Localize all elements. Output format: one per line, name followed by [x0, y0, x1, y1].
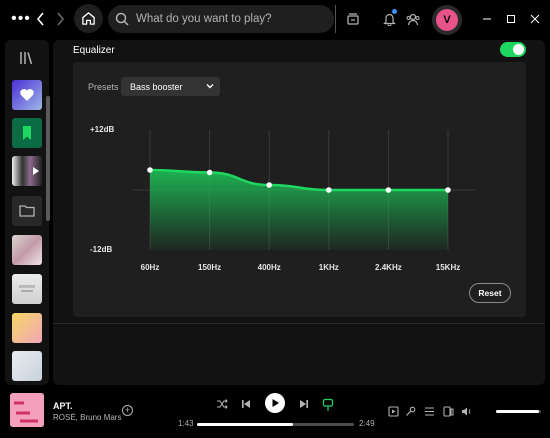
add-to-library-button[interactable]: +	[122, 405, 133, 416]
equalizer-graph	[132, 130, 476, 250]
notifications-button[interactable]	[380, 9, 398, 28]
eq-curve-line	[149, 168, 448, 192]
library-sidebar	[5, 40, 50, 385]
home-icon	[82, 12, 95, 25]
smart-shuffle-icon[interactable]	[321, 397, 335, 411]
sidebar-item-folder[interactable]	[12, 196, 42, 226]
search-bar[interactable]: What do you want to play?	[108, 5, 334, 33]
player-bar: APT. ROSÉ, Bruno Mars + 1:43 2:49	[0, 388, 550, 438]
now-playing-view-icon[interactable]	[387, 405, 399, 417]
lyrics-icon[interactable]	[404, 405, 416, 417]
play-button[interactable]	[265, 393, 285, 413]
toggle-knob	[513, 44, 524, 55]
progress-fill	[197, 423, 293, 426]
sidebar-item-album-3[interactable]	[12, 313, 42, 343]
divider	[53, 323, 545, 324]
previous-track-icon[interactable]	[239, 397, 253, 411]
back-arrow-icon[interactable]	[34, 10, 46, 28]
volume-slider[interactable]	[496, 410, 541, 413]
eq-band-handle-150Hz[interactable]	[206, 169, 213, 176]
band-label-150Hz: 150Hz	[198, 263, 222, 272]
preset-dropdown[interactable]: Bass booster	[121, 77, 220, 96]
reset-button[interactable]: Reset	[469, 283, 511, 303]
queue-icon[interactable]	[423, 405, 435, 417]
track-title[interactable]: APT.	[53, 401, 73, 411]
elapsed-time: 1:43	[178, 419, 194, 428]
band-label-60Hz: 60Hz	[140, 263, 160, 272]
band-label-1KHz: 1KHz	[318, 263, 339, 272]
band-label-2.4KHz: 2.4KHz	[375, 263, 402, 272]
connect-device-icon[interactable]	[442, 405, 454, 417]
track-artist[interactable]: ROSÉ, Bruno Mars	[53, 413, 122, 422]
eq-curve-area	[150, 170, 448, 250]
sidebar-scrollbar[interactable]	[46, 96, 50, 221]
sidebar-item-album-1[interactable]	[12, 235, 42, 265]
preset-value: Bass booster	[130, 81, 183, 92]
minimize-icon[interactable]	[479, 11, 495, 27]
play-icon	[272, 399, 279, 407]
sidebar-item-playlist[interactable]	[12, 156, 42, 186]
browse-button[interactable]	[335, 5, 369, 33]
search-icon	[108, 12, 136, 26]
mute-icon[interactable]	[461, 405, 473, 417]
close-icon[interactable]	[527, 11, 543, 27]
next-track-icon[interactable]	[297, 397, 311, 411]
eq-band-handle-1KHz[interactable]	[326, 187, 332, 193]
album-cover[interactable]	[10, 393, 44, 427]
folder-icon	[19, 205, 35, 217]
more-menu-icon[interactable]: •••	[11, 10, 31, 27]
heart-icon	[20, 89, 34, 101]
play-icon	[33, 167, 39, 175]
progress-bar[interactable]	[197, 423, 354, 426]
equalizer-title: Equalizer	[73, 45, 115, 56]
notification-dot	[392, 9, 397, 14]
eq-band-handle-60Hz[interactable]	[147, 167, 153, 173]
equalizer-toggle[interactable]	[500, 42, 526, 57]
chevron-down-icon	[206, 84, 214, 89]
browse-icon	[346, 13, 359, 25]
presets-label: Presets	[88, 82, 119, 92]
sidebar-item-saved-episodes[interactable]	[12, 118, 42, 148]
friend-activity-button[interactable]	[404, 10, 422, 28]
eq-band-handle-15KHz[interactable]	[445, 187, 451, 193]
profile-button[interactable]: V	[432, 5, 462, 35]
sidebar-item-album-4[interactable]	[12, 351, 42, 381]
forward-arrow-icon[interactable]	[54, 10, 66, 28]
friends-icon	[406, 13, 420, 25]
home-button[interactable]	[74, 4, 103, 33]
y-axis-min-label: -12dB	[90, 245, 113, 254]
band-label-15KHz: 15KHz	[435, 263, 461, 272]
avatar: V	[436, 9, 458, 31]
sidebar-item-album-2[interactable]	[12, 274, 42, 304]
sidebar-item-liked-songs[interactable]	[12, 80, 42, 110]
library-icon[interactable]	[18, 50, 36, 68]
bell-icon	[382, 13, 396, 26]
main-view: Equalizer Presets Bass booster +12dB -12…	[53, 40, 545, 385]
bookmark-icon	[23, 126, 31, 140]
shuffle-icon[interactable]	[215, 397, 229, 411]
y-axis-max-label: +12dB	[90, 125, 115, 134]
search-input[interactable]: What do you want to play?	[136, 13, 272, 25]
volume-fill	[496, 410, 539, 413]
eq-band-handle-2.4KHz[interactable]	[385, 187, 392, 193]
equalizer-panel: Presets Bass booster +12dB -12dB 60Hz 150…	[73, 62, 526, 317]
eq-band-handle-400Hz[interactable]	[266, 182, 272, 188]
top-bar: ••• What do you want to play? V	[0, 0, 550, 38]
duration-time: 2:49	[359, 419, 375, 428]
maximize-icon[interactable]	[503, 11, 519, 27]
band-label-400Hz: 400Hz	[257, 263, 281, 272]
